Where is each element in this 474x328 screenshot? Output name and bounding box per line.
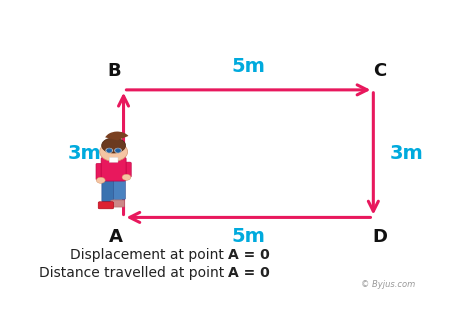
Text: Distance travelled at point: Distance travelled at point	[38, 266, 228, 280]
Circle shape	[116, 149, 120, 152]
Circle shape	[122, 174, 131, 180]
Text: 5m: 5m	[231, 57, 265, 76]
Circle shape	[96, 177, 105, 183]
Text: A: A	[109, 228, 123, 246]
Circle shape	[116, 149, 120, 152]
Circle shape	[106, 148, 113, 153]
FancyBboxPatch shape	[114, 177, 125, 199]
Wedge shape	[105, 132, 128, 140]
FancyBboxPatch shape	[98, 202, 114, 209]
Circle shape	[100, 142, 128, 161]
Circle shape	[107, 149, 111, 152]
Text: D: D	[372, 228, 387, 246]
Text: 3m: 3m	[390, 144, 424, 163]
FancyBboxPatch shape	[96, 163, 106, 180]
FancyBboxPatch shape	[109, 157, 118, 162]
Text: 5m: 5m	[231, 227, 265, 246]
FancyBboxPatch shape	[101, 157, 126, 181]
Text: A = 0: A = 0	[228, 248, 270, 262]
Ellipse shape	[102, 138, 126, 153]
Text: A = 0: A = 0	[228, 266, 270, 280]
Circle shape	[114, 148, 122, 153]
Text: Displacement at point: Displacement at point	[70, 248, 228, 262]
Circle shape	[107, 149, 112, 152]
Text: B: B	[108, 62, 121, 80]
Text: © Byjus.com: © Byjus.com	[361, 280, 416, 289]
FancyBboxPatch shape	[110, 200, 125, 207]
Text: C: C	[373, 62, 386, 80]
FancyBboxPatch shape	[102, 177, 114, 202]
Text: 3m: 3m	[68, 144, 101, 163]
FancyBboxPatch shape	[122, 162, 131, 177]
